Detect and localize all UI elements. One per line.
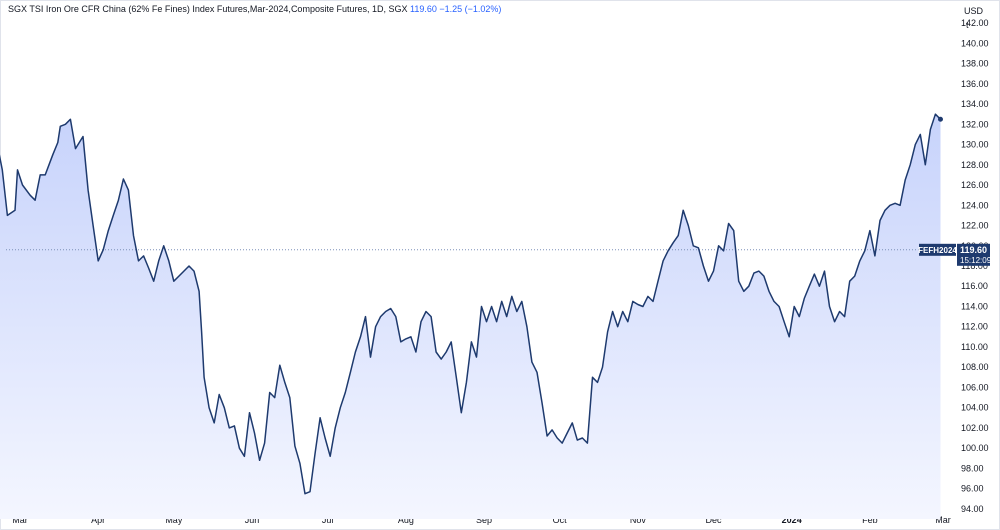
y-tick-label: 114.00 [961,301,988,311]
y-tick-label: 140.00 [961,38,989,48]
y-tick-label: 100.00 [961,443,989,453]
price-area-fill [0,114,941,519]
x-tick-label: Aug [398,515,414,525]
y-tick-label: 126.00 [961,180,989,190]
unit-label[interactable]: t [966,20,969,30]
y-tick-label: 136.00 [961,79,989,89]
y-tick-label: 96.00 [961,484,984,494]
last-price-marker [937,116,943,122]
y-tick-label: 94.00 [961,504,984,514]
y-tick-label: 98.00 [961,463,984,473]
y-tick-label: 134.00 [961,99,989,109]
x-axis[interactable]: Mar Apr May Jun Jul Aug Sep Oct Nov Dec 2024 Feb Mar [12,515,951,525]
y-tick-label: 102.00 [961,423,989,433]
y-tick-label: 104.00 [961,403,989,413]
x-tick-label: Mar [12,515,28,525]
y-tick-label: 110.00 [961,342,988,352]
y-tick-label: 112.00 [961,322,988,332]
y-tick-label: 124.00 [961,200,989,210]
x-tick-label: Jun [245,515,260,525]
y-tick-label: 132.00 [961,119,989,129]
x-tick-label: 2024 [782,515,802,525]
x-tick-label: Nov [630,515,647,525]
x-tick-label: Sep [476,515,492,525]
currency-label[interactable]: USD [964,6,984,16]
chart-legend: SGX TSI Iron Ore CFR China (62% Fe Fines… [8,4,501,14]
y-tick-label: 118.00 [961,261,988,271]
x-tick-label: Feb [862,515,878,525]
price-change: −1.25 (−1.02%) [439,4,502,14]
symbol-label: FEFH2024 [918,246,957,255]
y-tick-label: 106.00 [961,382,989,392]
x-tick-label: Oct [553,515,568,525]
y-tick-label: 142.00 [961,18,989,28]
y-tick-label: 128.00 [961,160,989,170]
symbol-box [919,243,956,256]
price-value: 119.60 [960,245,987,255]
x-tick-label: May [165,515,183,525]
last-price: 119.60 [410,4,437,14]
y-tick-label: 130.00 [961,140,989,150]
y-tick-label: 138.00 [961,59,989,69]
y-tick-label: 116.00 [961,281,988,291]
y-tick-label: 122.00 [961,221,989,231]
bar-countdown: 15:12:09 [960,256,992,265]
price-label: FEFH2024 119.60 15:12:09 [918,243,992,266]
x-tick-label: Dec [706,515,723,525]
chart-title: SGX TSI Iron Ore CFR China (62% Fe Fines… [8,4,408,14]
x-tick-label: Apr [91,515,105,525]
x-tick-label: Jul [322,515,334,525]
y-axis[interactable]: 94.00 96.00 98.00 100.00 102.00 104.00 106.00 1… [961,18,989,514]
x-tick-label: Mar [935,515,951,525]
price-series-line [0,113,942,495]
price-box [957,243,990,266]
y-tick-label: 108.00 [961,362,989,372]
